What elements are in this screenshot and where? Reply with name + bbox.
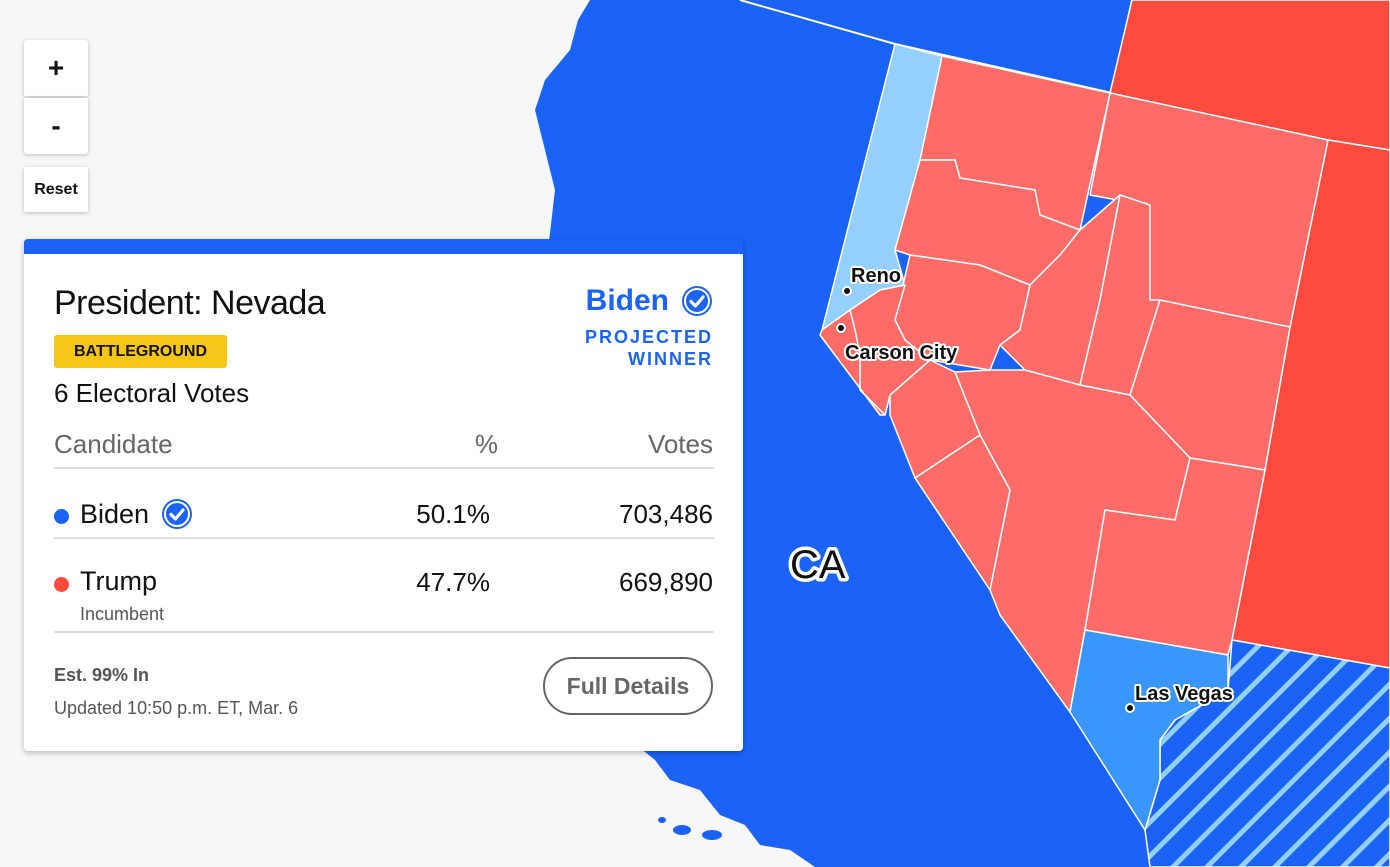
county-clark[interactable] — [1069, 629, 1229, 831]
carson-marker — [836, 323, 846, 333]
island-shape — [702, 830, 722, 840]
county-douglas[interactable] — [819, 309, 886, 416]
check-circle-icon — [682, 286, 712, 316]
reno-marker — [842, 286, 852, 296]
candidate-pct: 50.1% — [416, 499, 490, 529]
winner-name: Biden — [585, 284, 669, 317]
candidate-name-biden: Biden — [80, 498, 193, 530]
electoral-votes: 6 Electoral Votes — [54, 378, 250, 408]
column-header-votes: Votes — [647, 429, 713, 459]
candidate-name: Biden — [80, 498, 150, 529]
check-circle-icon — [162, 499, 193, 529]
city-label-reno: Reno — [851, 265, 901, 287]
candidate-pct: 47.7% — [416, 567, 490, 597]
incumbent-label: Incumbent — [80, 604, 165, 624]
divider — [54, 467, 714, 469]
full-details-button[interactable]: Full Details — [543, 657, 713, 715]
reporting-status: Est. 99% In — [54, 665, 150, 685]
city-label-lasvegas: Las Vegas — [1135, 683, 1233, 705]
candidate-name-trump: Trump — [80, 566, 157, 597]
city-label-carson: Carson City — [845, 342, 958, 364]
island-shape — [673, 825, 691, 835]
state-label-ca: CA — [790, 543, 846, 587]
island-shape — [658, 817, 666, 823]
column-header-pct: % — [474, 429, 498, 459]
winner-tag-line2: WINNER — [628, 349, 713, 369]
projected-winner: Biden — [586, 284, 713, 318]
reset-button[interactable]: Reset — [24, 167, 88, 212]
nevada-counties — [819, 43, 1329, 831]
race-results-panel: President: Nevada BATTLEGROUND 6 Elector… — [24, 239, 743, 751]
candidate-name: Trump — [80, 566, 158, 596]
column-header-candidate: Candidate — [54, 429, 173, 459]
race-title: President: Nevada — [54, 284, 326, 322]
candidate-votes: 703,486 — [619, 499, 713, 529]
county-esmeralda[interactable] — [914, 434, 1011, 591]
candidate-color-dot — [54, 577, 69, 592]
candidate-votes: 669,890 — [619, 567, 713, 597]
divider — [54, 537, 714, 539]
winner-tag-line1: PROJECTED — [584, 327, 713, 347]
updated-timestamp: Updated 10:50 p.m. ET, Mar. 6 — [54, 698, 299, 718]
projected-winner-tag: PROJECTED WINNER — [513, 326, 713, 370]
divider — [54, 631, 714, 633]
candidate-color-dot — [54, 509, 69, 524]
lasvegas-marker — [1125, 703, 1135, 713]
zoom-out-button[interactable]: - — [24, 98, 88, 154]
battleground-badge: BATTLEGROUND — [54, 335, 228, 368]
zoom-in-button[interactable]: + — [24, 40, 88, 96]
